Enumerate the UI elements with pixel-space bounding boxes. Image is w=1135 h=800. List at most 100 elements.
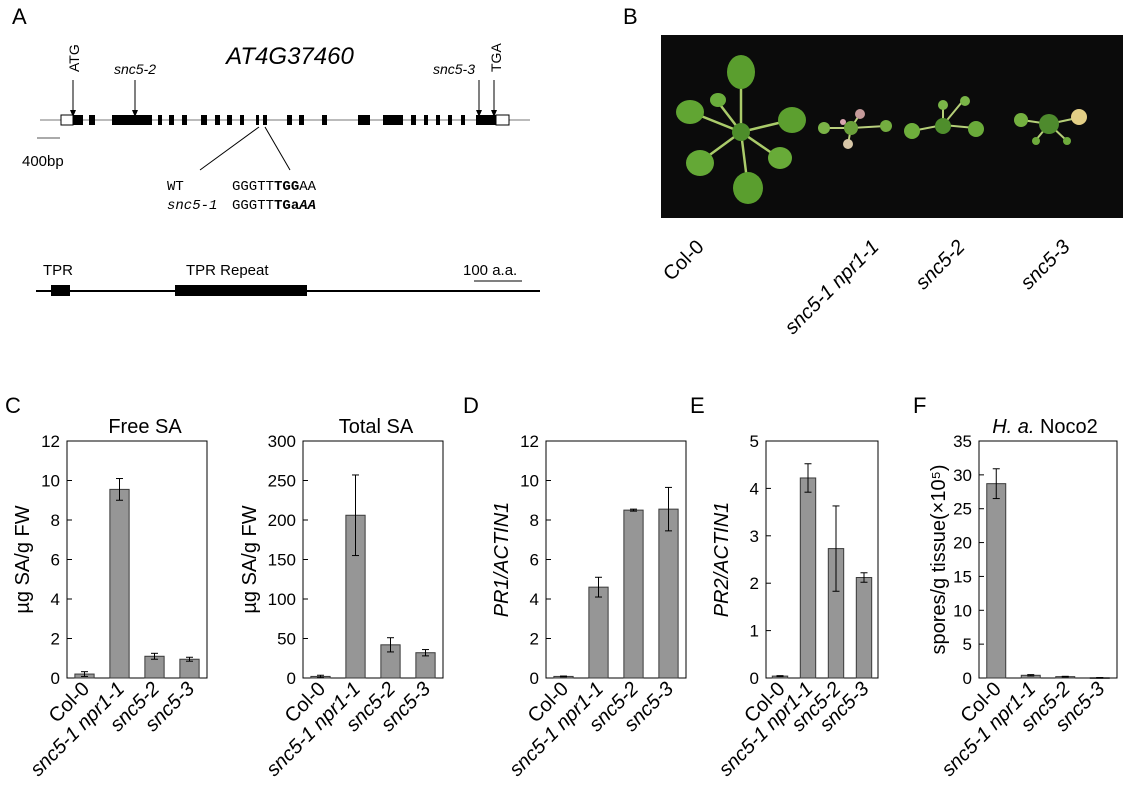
- y-tick-label: 8: [51, 511, 60, 530]
- exon: [89, 115, 95, 125]
- y-tick-label: 12: [520, 432, 539, 451]
- tpr-repeat-label: TPR Repeat: [186, 262, 269, 279]
- y-tick-label: 6: [530, 551, 539, 570]
- tga-arrowhead: [491, 110, 497, 117]
- snc5-2-rosette: [904, 96, 984, 139]
- y-tick-label: 2: [51, 630, 60, 649]
- y-tick-label: 5: [963, 635, 972, 654]
- wt-sequence: GGGTTTGGAA: [232, 179, 317, 195]
- y-tick-label: 1: [750, 622, 759, 641]
- atg-label: ATG: [66, 44, 82, 72]
- y-tick-label: 0: [530, 669, 539, 688]
- mutant-sequence: GGGTTTGaAA: [232, 198, 316, 214]
- y-tick-label: 12: [41, 432, 60, 451]
- exon: [476, 115, 496, 125]
- exon: [299, 115, 304, 125]
- exon: [240, 115, 244, 125]
- allele-snc5-3-label: snc5-3: [433, 61, 475, 77]
- y-tick-label: 2: [750, 574, 759, 593]
- exon: [169, 115, 174, 125]
- panel-letter-f: F: [913, 393, 926, 418]
- plot-frame: [66, 440, 208, 679]
- exon: [182, 115, 187, 125]
- bar-col-0: [986, 483, 1007, 679]
- y-tick-label: 200: [268, 511, 296, 530]
- snc5-2-arrowhead: [132, 110, 138, 117]
- plot-frame: [302, 440, 444, 679]
- bar-snc5-1-npr1-1: [109, 488, 130, 679]
- tga-label: TGA: [488, 43, 504, 72]
- exon: [201, 115, 207, 125]
- snc5-1-npr1-1-rosette: [818, 109, 892, 149]
- exon: [158, 115, 162, 125]
- bar-snc5-3: [855, 577, 873, 679]
- chart-title: H. a. Noco2: [992, 416, 1098, 438]
- plot-frame: [765, 440, 879, 679]
- y-tick-label: 150: [268, 551, 296, 570]
- atg-arrowhead: [70, 110, 76, 117]
- y-tick-label: 10: [41, 472, 60, 491]
- y-tick-label: 10: [953, 601, 972, 620]
- y-tick-label: 3: [750, 527, 759, 546]
- tpr-domain: [51, 285, 70, 296]
- y-tick-label: 250: [268, 472, 296, 491]
- exon: [112, 115, 152, 125]
- y-tick-label: 0: [750, 669, 759, 688]
- y-tick-label: 10: [520, 472, 539, 491]
- exon: [227, 115, 232, 125]
- exon: [383, 115, 403, 125]
- y-tick-label: 4: [750, 479, 759, 498]
- exon: [411, 115, 416, 125]
- y-tick-label: 2: [530, 630, 539, 649]
- col-0-rosette: [676, 55, 806, 204]
- y-tick-label: 15: [953, 567, 972, 586]
- zoom-line-right: [264, 126, 291, 171]
- panel-letter-d: D: [463, 393, 479, 418]
- y-axis-label: µg SA/g FW: [12, 505, 34, 613]
- y-axis-label: µg SA/g FW: [239, 505, 261, 613]
- y-tick-label: 30: [953, 466, 972, 485]
- y-tick-label: 25: [953, 500, 972, 519]
- panel-letter-e: E: [690, 393, 705, 418]
- chart-title: Free SA: [108, 416, 182, 438]
- exon: [322, 115, 327, 125]
- bar-snc5-1-npr1-1: [799, 477, 817, 679]
- gene-name: AT4G37460: [224, 43, 354, 70]
- y-tick-label: 50: [277, 630, 296, 649]
- bar-snc5-1-npr1-1: [588, 586, 609, 679]
- exon: [215, 115, 220, 125]
- genotype-label: snc5-3: [1017, 236, 1075, 294]
- bar-snc5-3: [179, 658, 200, 679]
- genotype-label: snc5-1 npr1-1: [781, 236, 884, 339]
- zoom-line-left: [199, 126, 260, 171]
- y-tick-label: 4: [51, 590, 60, 609]
- y-tick-label: 20: [953, 534, 972, 553]
- tpr-domain-label: TPR: [43, 262, 73, 279]
- exon: [358, 115, 370, 125]
- genotype-label: Col-0: [659, 236, 708, 285]
- exon: [448, 115, 452, 125]
- y-tick-label: 0: [287, 669, 296, 688]
- panel-b: B: [623, 4, 1123, 339]
- snc5-3-arrowhead: [476, 110, 482, 117]
- y-tick-label: 4: [530, 590, 539, 609]
- tpr-repeat-domain: [175, 285, 307, 296]
- exon: [287, 115, 292, 125]
- panel-letter-a: A: [12, 4, 27, 29]
- y-tick-label: 35: [953, 432, 972, 451]
- dna-scale-label: 400bp: [22, 153, 64, 170]
- y-tick-label: 0: [963, 669, 972, 688]
- panel-a: A AT4G37460 ATG snc5-2 snc5-3 TGA: [12, 4, 540, 296]
- exon: [256, 115, 259, 125]
- utr-5: [60, 114, 74, 126]
- y-tick-label: 0: [51, 669, 60, 688]
- gene-model: [40, 114, 530, 126]
- mutant-label: snc5-1: [167, 198, 217, 214]
- y-tick-label: 300: [268, 432, 296, 451]
- y-axis-label: PR1/ACTIN1: [491, 502, 513, 618]
- wt-label: WT: [167, 179, 184, 195]
